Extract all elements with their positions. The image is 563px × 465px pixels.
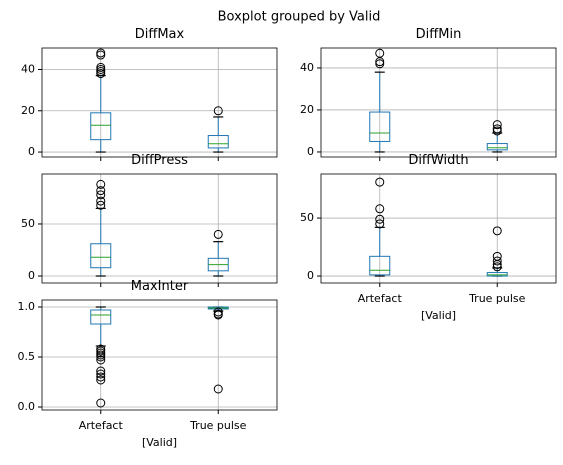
flier: [96, 369, 106, 379]
flier: [96, 366, 106, 376]
y-tick-label: 40: [21, 62, 35, 75]
y-tick-label: 0: [307, 269, 314, 282]
flier: [375, 177, 385, 187]
axes-frame: [41, 299, 278, 411]
y-tick-label: 20: [21, 104, 35, 117]
flier: [96, 355, 106, 365]
box: [486, 272, 508, 277]
flier: [492, 226, 502, 236]
flier: [96, 67, 106, 77]
subplot: DiffMin 0 20 40: [300, 27, 557, 161]
y-tick-label: 0: [307, 145, 314, 158]
flier: [492, 262, 502, 272]
subplot-title: DiffWidth: [408, 153, 468, 168]
subplot-title: DiffPress: [131, 153, 188, 168]
y-tick-label: 0.5: [18, 350, 36, 363]
flier: [492, 251, 502, 261]
x-tick-label: True pulse: [189, 419, 247, 432]
box: [90, 243, 112, 269]
y-tick-label: 0: [28, 145, 35, 158]
y-tick-label: 0.0: [18, 400, 36, 413]
axes-frame: [41, 47, 278, 158]
axes-frame: [320, 47, 557, 158]
axes-frame: [41, 173, 278, 284]
box: [207, 135, 229, 149]
y-tick-label: 0: [28, 269, 35, 282]
flier: [492, 124, 502, 134]
flier: [492, 126, 502, 136]
flier: [96, 375, 106, 385]
flier: [96, 196, 106, 206]
x-tick-label: Artefact: [358, 292, 403, 305]
flier: [375, 219, 385, 229]
box: [90, 309, 112, 325]
flier: [375, 59, 385, 69]
flier: [96, 50, 106, 60]
subplot-title: DiffMin: [416, 27, 462, 42]
flier: [96, 372, 106, 382]
flier: [96, 64, 106, 74]
box: [90, 112, 112, 141]
subplot: DiffPress 0 50: [21, 153, 278, 287]
y-tick-label: 50: [300, 211, 314, 224]
subplot: MaxInter 0.0 0.5 1.0 Artefact True pulse [Vali…: [18, 279, 278, 449]
y-tick-label: 50: [21, 217, 35, 230]
flier: [213, 310, 223, 320]
flier: [375, 204, 385, 214]
y-tick-label: 1.0: [18, 300, 36, 313]
x-axis-label: [Valid]: [142, 436, 177, 449]
subplot: DiffMax 0 20 40: [21, 27, 278, 161]
flier: [96, 398, 106, 408]
flier: [96, 190, 106, 200]
flier: [492, 120, 502, 130]
box: [369, 255, 391, 276]
flier: [96, 62, 106, 72]
flier: [375, 214, 385, 224]
box: [369, 111, 391, 142]
y-tick-label: 40: [300, 61, 314, 74]
flier: [96, 179, 106, 189]
x-axis-label: [Valid]: [421, 309, 456, 322]
flier: [96, 200, 106, 210]
figure-title: Boxplot grouped by Valid: [218, 10, 381, 25]
box: [486, 143, 508, 151]
flier: [492, 256, 502, 266]
flier: [213, 384, 223, 394]
flier: [96, 186, 106, 196]
subplot-title: MaxInter: [131, 279, 189, 294]
flier: [213, 106, 223, 116]
x-tick-label: Artefact: [79, 419, 124, 432]
subplot-title: DiffMax: [135, 27, 185, 42]
flier: [375, 48, 385, 58]
axes-frame: [320, 173, 557, 284]
x-tick-label: True pulse: [468, 292, 526, 305]
subplot: DiffWidth 0 50 Artefact True pulse [Valid]: [300, 153, 557, 322]
flier: [213, 229, 223, 239]
flier: [96, 69, 106, 79]
flier: [96, 352, 106, 362]
y-tick-label: 20: [300, 103, 314, 116]
flier: [96, 48, 106, 58]
